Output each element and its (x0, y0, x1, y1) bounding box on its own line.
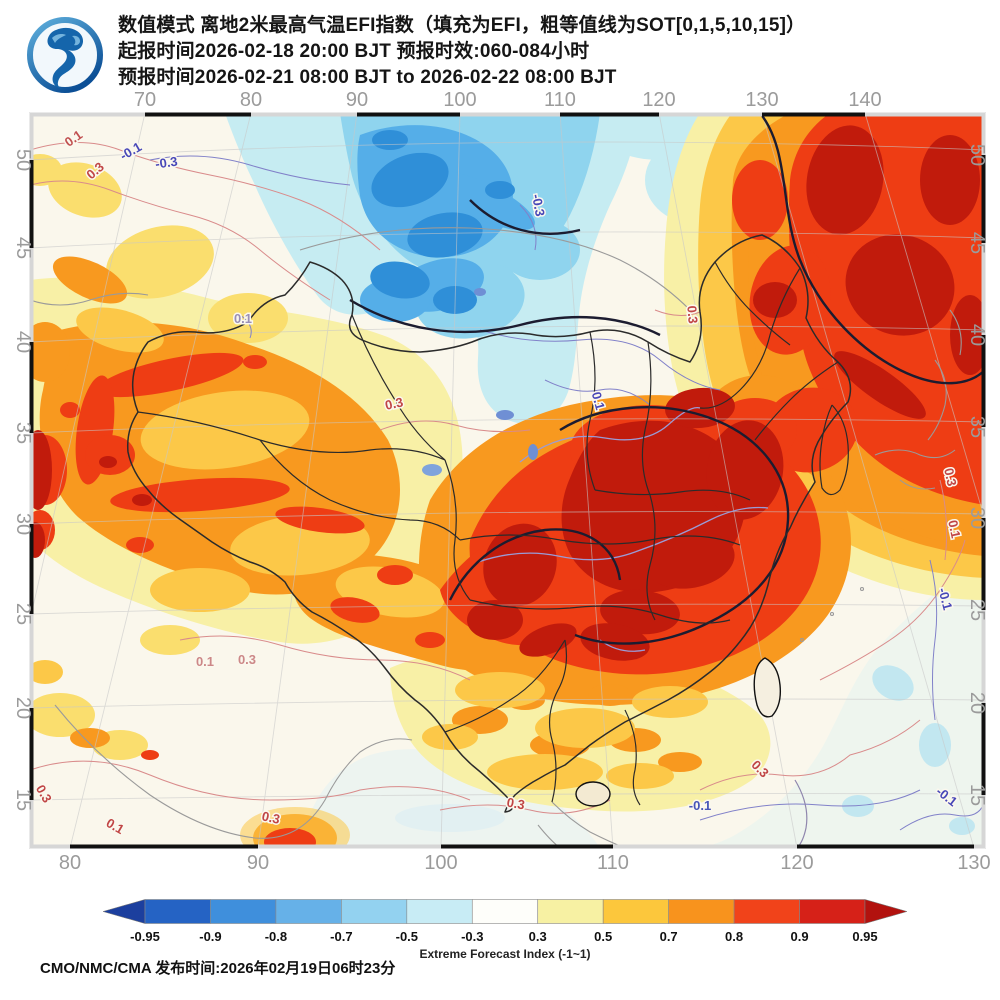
map-label: 0.3 (941, 467, 959, 488)
title-block: 数值模式 离地2米最高气温EFI指数（填充为EFI，粗等值线为SOT[0,1,5… (118, 13, 988, 91)
map-label: -0.3 (154, 154, 178, 172)
colorbar-segments (144, 899, 866, 924)
luzon-coast (794, 779, 808, 848)
map-label: 50 (12, 149, 34, 171)
colorbar-tick: -0.9 (199, 929, 222, 944)
colorbar-segment (144, 899, 211, 924)
map-frame (29, 112, 986, 849)
colorbar-segment (471, 899, 539, 924)
map-label: 0.3 (684, 305, 701, 324)
colorbar-left-arrow (103, 899, 146, 924)
lakes (422, 288, 538, 476)
taiwan-island (753, 657, 782, 718)
frame-ticks (29, 112, 986, 849)
map-label: 15 (12, 789, 34, 811)
map-label: 20 (12, 697, 34, 719)
graticule (30, 113, 985, 848)
colorbar-tick: -0.3 (461, 929, 484, 944)
colorbar-tick: 0.8 (725, 929, 744, 944)
map-label: 25 (12, 603, 34, 625)
map-label: 80 (240, 89, 262, 111)
colorbar-tick: -0.5 (395, 929, 419, 944)
map-label: 0.1 (234, 311, 252, 326)
map-label: 45 (12, 237, 34, 259)
map-label: 140 (848, 89, 881, 111)
sea-layer (300, 555, 985, 848)
map-label: 0.1 (196, 654, 214, 669)
colorbar-segment (210, 899, 277, 924)
map-label: 0.1 (589, 390, 608, 411)
longitude-labels-top: 70 80 90 100 110 120 130 140 (134, 89, 882, 111)
map-label: 40 (12, 331, 34, 353)
map-label: 35 (966, 416, 988, 438)
map-label: 0.3 (506, 795, 526, 813)
map-label: 70 (134, 89, 156, 111)
hainan-island (575, 781, 611, 807)
province-borders (126, 234, 852, 813)
colorbar-tick: -0.8 (264, 929, 288, 944)
longitude-labels-bottom: 80 90 100 110 120 130 (59, 852, 991, 874)
map-label: 130 (957, 852, 990, 874)
colorbar-scale (103, 899, 907, 924)
colorbar-segment (341, 899, 408, 924)
map-label: 0.3 (238, 652, 256, 667)
map-label: 100 (443, 89, 476, 111)
map-label: 30 (966, 507, 988, 529)
colorbar-title: Extreme Forecast Index (-1~1) (419, 947, 591, 961)
title-line-1: 数值模式 离地2米最高气温EFI指数（填充为EFI，粗等值线为SOT[0,1,5… (118, 15, 806, 36)
map-label: -0.1 (689, 798, 711, 813)
colorbar-right-arrow (864, 899, 907, 924)
colorbar-tick: 0.3 (528, 929, 547, 944)
map-label: 110 (597, 852, 629, 874)
issuer-and-issue-time: CMO/NMC/CMA 发布时间:2026年02月19日06时23分 (40, 960, 396, 977)
colorbar-tick: -0.95 (130, 929, 160, 944)
map-label: 40 (966, 324, 988, 346)
map-label: 120 (780, 852, 813, 874)
title-line-3: 预报时间2026-02-21 08:00 BJT to 2026-02-22 0… (118, 67, 617, 88)
latitude-labels-right: 50 45 40 35 30 25 20 15 (966, 144, 988, 806)
thin-contours (30, 142, 985, 831)
colorbar-segment (799, 899, 866, 924)
colorbar-segment (733, 899, 800, 924)
map-fill-layers: 0.1 0.3 -0.1 -0.3 -0.3 0.1 0.3 0.1 0.3 0.3 0.1 -0.1… (30, 113, 985, 848)
colorbar: -0.95 -0.9 -0.8 -0.7 -0.5 -0.3 0.3 0.5 0.7 0.8 0.9… (103, 898, 907, 968)
colorbar-segment (668, 899, 735, 924)
colorbar-tick: 0.5 (594, 929, 613, 944)
map-label: 130 (745, 89, 778, 111)
map-label: 30 (12, 513, 34, 535)
map-label: 50 (966, 144, 988, 166)
map-label: 90 (346, 89, 368, 111)
colorbar-tick: 0.7 (659, 929, 678, 944)
map-label: -0.3 (529, 193, 548, 218)
map-label: 120 (642, 89, 675, 111)
map-label: 15 (966, 784, 988, 806)
colorbar-tick: 0.95 (852, 929, 878, 944)
sot-contours (349, 113, 985, 645)
colorbar-segment (406, 899, 473, 924)
header: 数值模式 离地2米最高气温EFI指数（填充为EFI，粗等值线为SOT[0,1,5… (0, 0, 1000, 112)
map-label: 90 (247, 852, 269, 874)
map-label: 100 (424, 852, 457, 874)
map-label: 0.3 (261, 808, 282, 826)
map-label: 20 (966, 692, 988, 714)
colorbar-segment (537, 899, 604, 924)
colorbar-tick: -0.7 (330, 929, 353, 944)
latitude-labels-left: 50 45 40 35 30 25 20 15 (12, 149, 34, 811)
map-label: 80 (59, 852, 81, 874)
warm-anomaly-layer (30, 113, 985, 848)
map-label: 110 (544, 89, 576, 111)
cma-logo-icon (27, 17, 103, 93)
colorbar-segment (275, 899, 342, 924)
map-label: 35 (12, 422, 34, 444)
colorbar-tick: 0.9 (790, 929, 809, 944)
map-label: -0.1 (935, 586, 955, 612)
colorbar-segment (602, 899, 669, 924)
map-label: 45 (966, 232, 988, 254)
map-label: 0.3 (384, 394, 405, 412)
map-label: 0.1 (945, 519, 963, 540)
map-label: 25 (966, 599, 988, 621)
title-line-2: 起报时间2026-02-18 20:00 BJT 预报时效:060-084小时 (118, 41, 590, 62)
